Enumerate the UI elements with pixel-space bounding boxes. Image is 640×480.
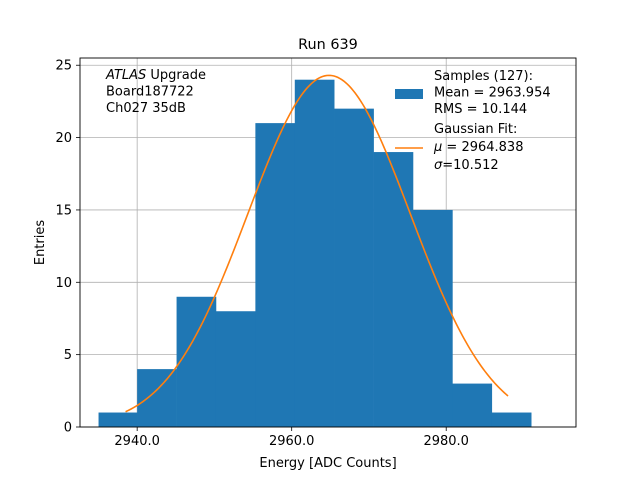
- histogram-bar: [452, 383, 493, 427]
- histogram-bar: [334, 108, 374, 427]
- x-tick-label: 2940.0: [114, 434, 160, 449]
- legend-hist-text: Mean = 2963.954: [434, 86, 551, 101]
- legend-hist-swatch: [395, 89, 423, 99]
- y-axis-ticks: 0 5 10 15 20 25: [55, 59, 80, 436]
- legend-fit-text: μ = 2964.838: [433, 140, 523, 155]
- histogram-bar: [215, 311, 256, 427]
- gaussian-fit: [125, 74, 509, 413]
- legend-hist-text: Samples (127):: [434, 69, 533, 84]
- histogram-bar: [412, 209, 453, 427]
- histogram-bar: [373, 152, 414, 427]
- annotation-line: Ch027 35dB: [106, 101, 186, 116]
- legend-fit-text: Gaussian Fit:: [434, 122, 517, 137]
- y-axis-label: Entries: [33, 220, 48, 266]
- fit-curve: [125, 74, 509, 413]
- y-tick-label: 10: [55, 276, 72, 291]
- legend: Samples (127): Mean = 2963.954 RMS = 10.…: [395, 69, 551, 173]
- x-tick-label: 2960.0: [269, 434, 315, 449]
- histogram-bar: [255, 123, 296, 427]
- y-tick-label: 20: [55, 131, 72, 146]
- histogram-bar: [294, 79, 335, 428]
- x-axis-label: Energy [ADC Counts]: [259, 456, 396, 471]
- chart-title: Run 639: [298, 37, 358, 53]
- plot-frame: [79, 57, 577, 428]
- histogram-bar: [137, 369, 177, 427]
- annotation-line: Board187722: [106, 85, 194, 100]
- histogram-bar: [491, 412, 532, 427]
- legend-hist-text: RMS = 10.144: [434, 102, 527, 117]
- x-axis-ticks: 2940.0 2960.0 2980.0: [114, 427, 469, 449]
- y-tick-label: 0: [64, 421, 72, 436]
- x-tick-label: 2980.0: [423, 434, 469, 449]
- annotation-line: ATLAS Upgrade: [105, 68, 206, 83]
- histogram-bar: [98, 412, 138, 427]
- y-tick-label: 5: [64, 348, 72, 363]
- histogram-bar: [176, 296, 217, 427]
- legend-fit-text: σ=10.512: [434, 158, 499, 173]
- histogram-bars: [98, 79, 532, 428]
- atlas-annotation: ATLAS Upgrade Board187722 Ch027 35dB: [105, 68, 206, 116]
- y-tick-label: 25: [55, 59, 72, 74]
- y-tick-label: 15: [55, 203, 72, 218]
